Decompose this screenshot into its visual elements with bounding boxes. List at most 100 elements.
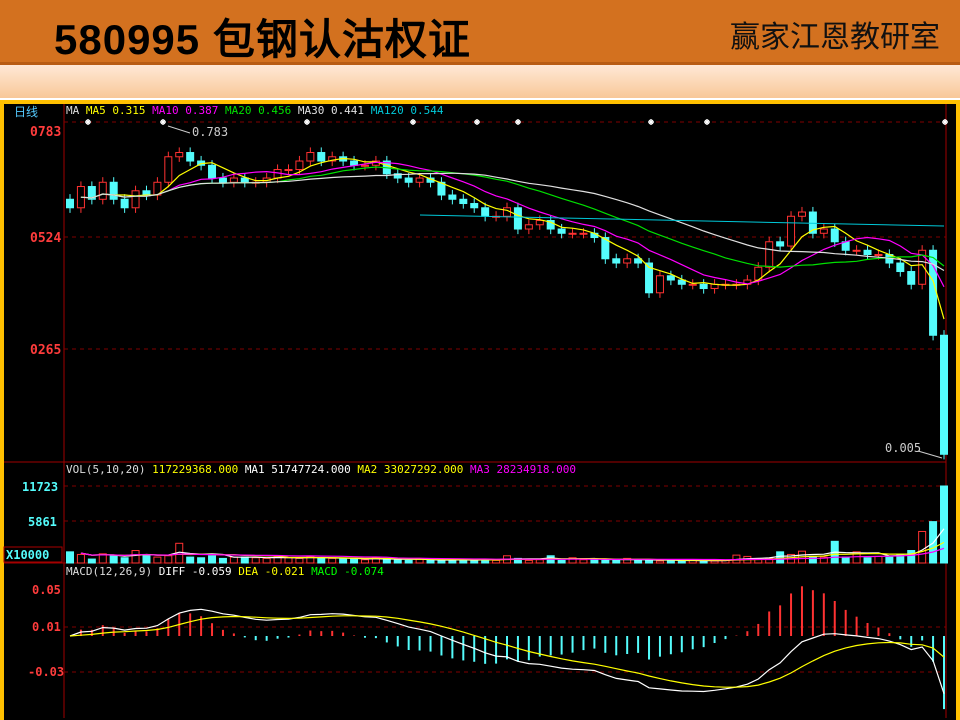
candle xyxy=(470,203,479,209)
candle xyxy=(863,249,872,256)
macd-tick: 0.05 xyxy=(32,583,61,597)
volume-bar xyxy=(109,555,118,564)
marker-star-icon xyxy=(942,119,948,125)
legend-prefix: MA xyxy=(66,104,86,117)
star-stroke xyxy=(474,119,480,125)
ma-legend: MA MA5 0.315 MA10 0.387 MA20 0.456 MA30 … xyxy=(66,104,444,117)
high-pointer xyxy=(167,125,191,134)
ma10-line xyxy=(80,161,945,288)
volume-bar xyxy=(120,557,129,564)
volume-bar xyxy=(360,559,369,564)
candle xyxy=(437,181,446,196)
volume-bar xyxy=(841,556,850,564)
marker-star-icon xyxy=(160,119,166,125)
legend-item: MA3 28234918.000 xyxy=(470,463,576,476)
diff-line xyxy=(69,608,945,694)
marker-star-icon xyxy=(85,119,91,125)
legend-item: MACD -0.074 xyxy=(311,565,384,578)
volume-bar xyxy=(579,559,588,564)
candle xyxy=(535,220,544,226)
legend-item: MA5 0.315 xyxy=(86,104,152,117)
candle xyxy=(404,177,413,183)
candle xyxy=(328,156,337,162)
marker-star-icon xyxy=(704,119,710,125)
legend-item: DIFF -0.059 xyxy=(159,565,238,578)
candle xyxy=(666,275,675,281)
volume-bar xyxy=(601,559,610,564)
candle xyxy=(186,152,195,162)
candle xyxy=(623,258,632,264)
candle xyxy=(546,220,555,230)
candle xyxy=(109,181,118,200)
candle xyxy=(284,169,293,172)
candle xyxy=(557,228,566,234)
volume-bar xyxy=(885,556,894,564)
ma5-line xyxy=(80,157,945,320)
brand-text: 赢家江恩教研室 xyxy=(730,20,940,55)
ma30-line xyxy=(80,172,945,272)
candle xyxy=(229,177,238,183)
legend-item: DEA -0.021 xyxy=(238,565,311,578)
volume-bar xyxy=(776,551,785,564)
candle xyxy=(907,271,916,285)
legend-item: MA120 0.544 xyxy=(371,104,444,117)
legend-item: 117229368.000 xyxy=(152,463,245,476)
legend-item: MA1 51747724.000 xyxy=(245,463,358,476)
candle xyxy=(98,181,107,200)
candle xyxy=(459,198,468,205)
candle xyxy=(874,254,883,257)
chart-background xyxy=(4,104,956,720)
volume-bar xyxy=(492,559,501,564)
candle xyxy=(918,249,927,285)
star-stroke xyxy=(515,119,521,125)
marker-star-icon xyxy=(410,119,416,125)
legend-item: MA30 0.441 xyxy=(298,104,371,117)
candle xyxy=(612,258,621,264)
vol-tick: 5861 xyxy=(28,515,57,529)
volume-bar xyxy=(655,560,664,564)
volume-bar xyxy=(819,556,828,564)
candle xyxy=(524,224,533,230)
candle xyxy=(306,152,315,162)
volume-bar xyxy=(208,555,217,564)
candle xyxy=(601,237,610,260)
candle xyxy=(677,279,686,285)
volume-bar xyxy=(393,559,402,564)
candle xyxy=(940,334,948,455)
volume-bar xyxy=(251,557,260,564)
candle xyxy=(87,186,96,200)
volume-bar xyxy=(677,560,686,564)
volume-bar xyxy=(940,485,948,564)
volume-bar xyxy=(284,557,293,564)
candle xyxy=(787,215,796,247)
vol-tick: 11723 xyxy=(22,480,58,494)
period-label: 日线 xyxy=(14,105,38,119)
volume-bar xyxy=(66,551,74,564)
star-stroke xyxy=(85,119,91,125)
marker-star-icon xyxy=(648,119,654,125)
volume-bar xyxy=(229,556,238,564)
candle xyxy=(819,228,828,234)
y-tick: 0265 xyxy=(30,343,61,358)
marker-star-icon xyxy=(515,119,521,125)
vol-ma3-line xyxy=(80,547,945,561)
candle xyxy=(317,152,326,162)
volume-bar xyxy=(87,558,96,564)
candle xyxy=(776,241,785,247)
volume-bar xyxy=(98,553,107,564)
volume-bar xyxy=(262,557,271,564)
volume-bar xyxy=(153,556,162,564)
candle xyxy=(896,262,905,273)
volume-bar xyxy=(76,553,85,564)
macd-tick: 0.01 xyxy=(32,620,61,634)
volume-bar xyxy=(623,557,632,564)
vol-unit: X10000 xyxy=(6,548,49,562)
legend-prefix: MACD(12,26,9) xyxy=(66,565,159,578)
volume-bar xyxy=(317,557,326,564)
candle xyxy=(350,160,359,166)
header-band xyxy=(0,65,960,98)
candle xyxy=(830,228,839,243)
volume-bar xyxy=(612,559,621,564)
high-annotation: 0.783 xyxy=(192,125,228,139)
volume-bar xyxy=(339,558,348,564)
